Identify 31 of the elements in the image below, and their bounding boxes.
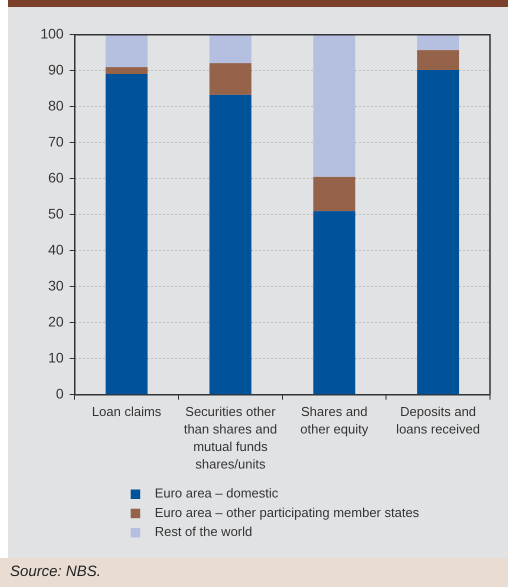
bar (417, 50, 460, 70)
x-tick-label: Deposits and loans received (396, 404, 480, 437)
legend-label: Rest of the world (154, 524, 252, 539)
bar (313, 211, 356, 394)
legend-label: Euro area – domestic (154, 486, 279, 501)
x-tick-label: Shares and other equity (300, 404, 369, 437)
y-tick-label: 80 (48, 98, 64, 114)
y-tick-label: 10 (48, 350, 64, 366)
y-tick-label: 90 (48, 62, 64, 78)
y-tick-label: 70 (48, 134, 64, 150)
legend-label: Euro area – other participating member states (154, 504, 420, 520)
y-tick-label: 0 (56, 386, 64, 402)
y-tick-label: 50 (48, 206, 64, 222)
bar (313, 176, 356, 212)
x-tick-label: Loan claims (92, 404, 162, 420)
bar (209, 94, 252, 394)
y-tick-label: 60 (48, 170, 64, 186)
bar (417, 34, 460, 50)
bar (106, 74, 148, 394)
y-tick-label: 100 (40, 26, 64, 42)
x-tick-label: Securities other than shares and mutual funds shares/units (184, 404, 278, 472)
y-tick-label: 30 (48, 278, 64, 294)
bar (106, 34, 148, 68)
source-note: Source: NBS. (10, 562, 101, 582)
y-tick-label: 20 (48, 314, 64, 330)
bar (417, 70, 460, 394)
bar (313, 34, 356, 177)
bar (209, 63, 252, 95)
y-tick-label: 40 (48, 242, 64, 258)
bar (209, 34, 252, 64)
bar (106, 67, 148, 74)
